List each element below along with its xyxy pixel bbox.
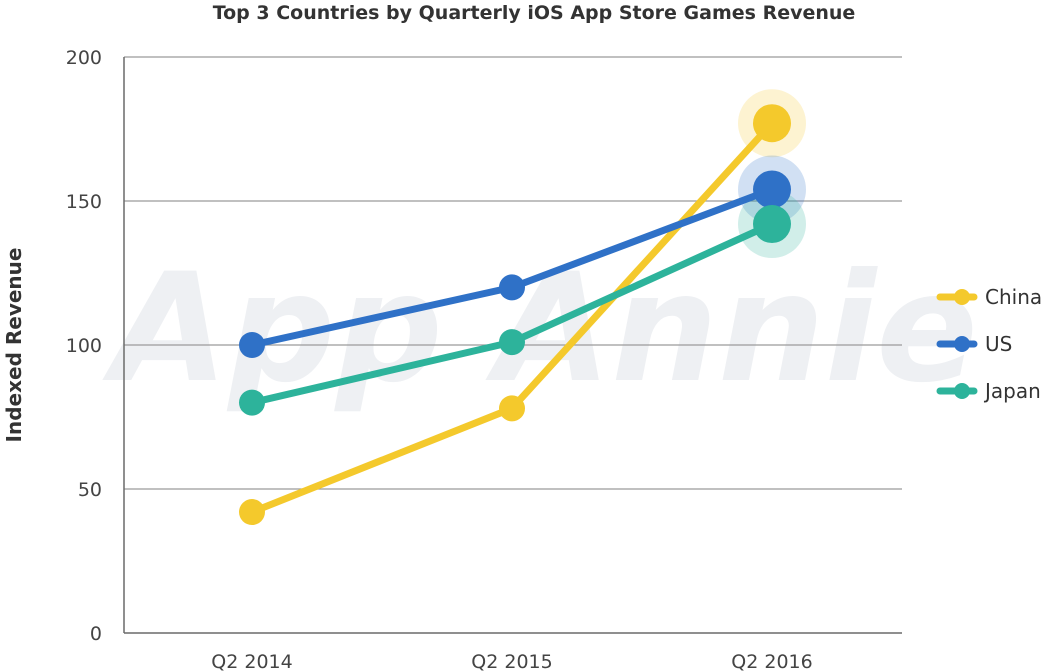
y-tick-label: 0	[90, 623, 102, 645]
data-point-us[interactable]	[753, 170, 791, 209]
data-point-china[interactable]	[239, 499, 265, 526]
chart-title: Top 3 Countries by Quarterly iOS App Sto…	[213, 2, 856, 24]
legend-item-japan[interactable]: Japan	[936, 379, 1041, 403]
legend-label: China	[985, 285, 1042, 309]
legend-swatch-marker	[954, 289, 970, 305]
data-point-us[interactable]	[239, 332, 265, 358]
legend-item-us[interactable]: US	[936, 332, 1012, 356]
y-axis-label: Indexed Revenue	[2, 248, 26, 443]
data-point-japan[interactable]	[499, 329, 525, 356]
legend-swatch-marker	[954, 383, 970, 399]
legend-label: US	[985, 332, 1012, 356]
series-us	[239, 170, 791, 358]
legend-swatch-marker	[954, 336, 970, 352]
series-lines	[239, 89, 806, 526]
series-japan	[239, 205, 791, 416]
x-tick-label: Q2 2016	[731, 651, 812, 672]
y-tick-label: 50	[78, 479, 102, 501]
legend-label: Japan	[983, 379, 1041, 403]
x-tick-label: Q2 2015	[471, 651, 552, 672]
y-tick-label: 200	[66, 47, 102, 69]
x-tick-label: Q2 2014	[211, 651, 292, 672]
data-point-japan[interactable]	[239, 389, 265, 416]
axes	[123, 57, 902, 634]
data-point-japan[interactable]	[753, 205, 791, 244]
series-china	[239, 104, 791, 526]
data-point-china[interactable]	[753, 104, 791, 143]
y-tick-label: 100	[66, 335, 102, 357]
y-tick-label: 150	[66, 191, 102, 213]
y-axis-ticks: 0 50 100 150 200	[66, 47, 102, 645]
x-axis-ticks: Q2 2014 Q2 2015 Q2 2016	[211, 651, 812, 672]
legend-item-china[interactable]: China	[936, 285, 1042, 309]
data-point-china[interactable]	[499, 395, 525, 422]
data-point-us[interactable]	[499, 274, 525, 301]
legend[interactable]: China US Japan	[936, 285, 1042, 403]
